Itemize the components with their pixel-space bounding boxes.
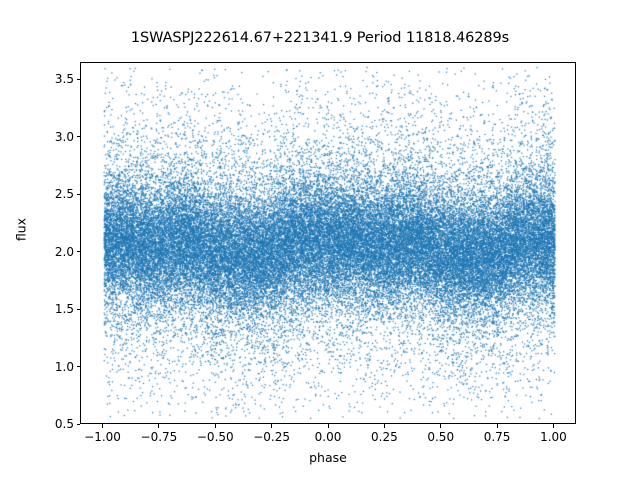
y-tick-label: 0.5 (54, 417, 74, 431)
x-tick-label: 1.00 (540, 430, 567, 444)
y-tick-mark (76, 308, 80, 310)
y-tick-label: 2.5 (54, 187, 74, 202)
y-tick-label: 2.0 (54, 244, 74, 259)
x-tick-label: −0.75 (140, 430, 178, 444)
x-axis-label: phase (309, 450, 347, 465)
x-tick-mark (327, 424, 329, 428)
page-title: 1SWASPJ222614.67+221341.9 Period 11818.4… (130, 30, 510, 46)
x-tick-label: 0.00 (314, 430, 342, 444)
x-tick-mark (496, 424, 498, 428)
x-tick-label: 0.50 (427, 430, 455, 444)
x-tick-mark (552, 424, 554, 428)
x-tick-mark (102, 424, 104, 428)
y-tick-mark (76, 78, 80, 80)
x-tick-mark (440, 424, 442, 428)
x-tick-mark (158, 424, 160, 428)
x-tick-mark (214, 424, 216, 428)
y-tick-label: 3.0 (54, 129, 74, 144)
x-tick-mark (271, 424, 273, 428)
x-tick-label: −0.50 (196, 430, 234, 444)
x-tick-label: 0.25 (371, 430, 398, 444)
y-axis-label: flux (13, 217, 29, 242)
y-tick-label: 1.0 (54, 359, 74, 374)
y-tick-mark (76, 136, 80, 138)
y-tick-mark (76, 251, 80, 253)
y-tick-label: 1.5 (54, 302, 74, 317)
x-tick-label: 0.75 (483, 430, 511, 444)
y-tick-mark (76, 423, 80, 425)
y-tick-mark (76, 366, 80, 368)
plot-area (80, 62, 576, 424)
y-tick-label: 3.5 (54, 72, 74, 87)
x-tick-label: −1.00 (84, 430, 121, 444)
x-tick-label: −0.25 (253, 430, 291, 444)
y-tick-mark (76, 193, 80, 195)
scatter-plot (81, 63, 575, 423)
x-tick-mark (383, 424, 385, 428)
